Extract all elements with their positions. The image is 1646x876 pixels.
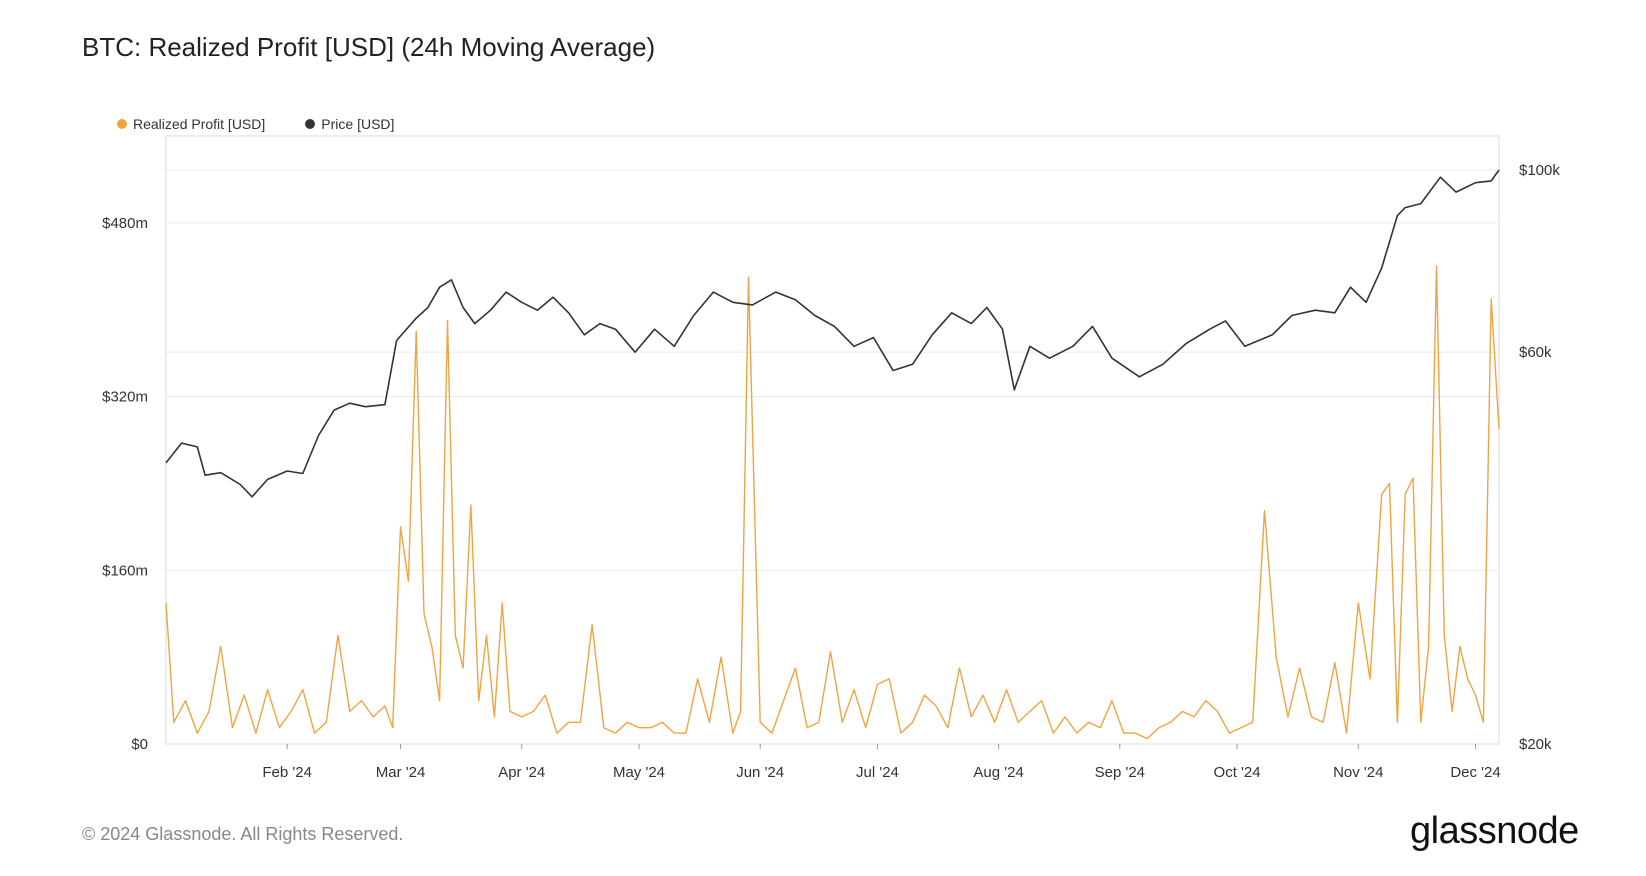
x-tick-label: Jul '24 xyxy=(856,764,899,781)
chart-title: BTC: Realized Profit [USD] (24h Moving A… xyxy=(82,32,656,62)
legend-item-profit[interactable]: Realized Profit [USD] xyxy=(117,116,265,132)
axis-ticks: $0 $160m $320m $480m $20k $60k $100k Feb '24 Mar… xyxy=(102,162,1560,781)
series-layer xyxy=(165,169,1500,740)
y-right-tick-label: $20k xyxy=(1519,736,1552,753)
x-tick-label: Oct '24 xyxy=(1214,764,1261,781)
profit-legend-dot xyxy=(117,119,127,129)
x-tick-label: Aug '24 xyxy=(973,764,1023,781)
x-tick-label: May '24 xyxy=(613,764,665,781)
y-left-tick-label: $160m xyxy=(102,562,148,579)
glassnode-logo: glassnode xyxy=(1410,810,1579,852)
x-tick-label: Nov '24 xyxy=(1333,764,1383,781)
y-left-tick-label: $480m xyxy=(102,215,148,232)
legend-label-profit: Realized Profit [USD] xyxy=(133,116,266,132)
series-price-line[interactable] xyxy=(165,169,1500,498)
price-legend-dot xyxy=(305,119,316,129)
legend-label-price: Price [USD] xyxy=(321,116,395,132)
y-right-tick-label: $60k xyxy=(1519,344,1552,361)
y-right-tick-label: $100k xyxy=(1519,162,1560,179)
legend: Realized Profit [USD] Price [USD] xyxy=(117,116,394,132)
x-tick-label: Dec '24 xyxy=(1450,764,1500,781)
y-left-tick-label: $0 xyxy=(131,736,148,753)
series-realized-profit-line[interactable] xyxy=(165,265,1500,740)
plot-frame xyxy=(165,135,1500,745)
legend-item-price[interactable]: Price [USD] xyxy=(305,116,394,132)
x-tick-label: Apr '24 xyxy=(498,764,545,781)
x-tick-label: Mar '24 xyxy=(376,764,426,781)
grid-lines xyxy=(166,169,1499,745)
copyright-footer: © 2024 Glassnode. All Rights Reserved. xyxy=(82,824,404,844)
x-tick-label: Feb '24 xyxy=(262,764,312,781)
x-tick-label: Jun '24 xyxy=(736,764,784,781)
x-tick-label: Sep '24 xyxy=(1095,764,1145,781)
y-left-tick-label: $320m xyxy=(102,389,148,406)
